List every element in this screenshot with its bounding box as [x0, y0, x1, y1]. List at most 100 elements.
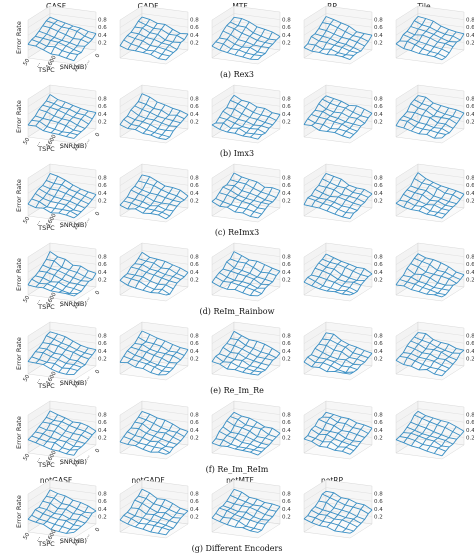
z-tick-label: 0.6	[282, 499, 291, 505]
grid-line	[211, 194, 281, 209]
z-tick-label: 0.6	[374, 499, 383, 505]
grid-line	[395, 186, 465, 201]
surface-line	[325, 411, 373, 429]
surface-line	[31, 435, 78, 451]
surface-line	[314, 267, 362, 286]
surface-line	[222, 30, 270, 49]
surface-line	[123, 39, 170, 57]
surface-line	[406, 189, 454, 208]
surface-line	[318, 184, 365, 203]
z-axis-label: Error Rate	[15, 21, 23, 54]
surface-line	[222, 186, 270, 205]
back-pane-right	[233, 479, 281, 525]
surface-panel: 0.20.4 0.60.8	[395, 163, 474, 223]
grid-line	[395, 99, 465, 115]
z-tick-label: 0.6	[98, 104, 107, 110]
z-tick-label: 0.2	[190, 277, 199, 283]
surface-line	[406, 345, 454, 365]
x-tick-label: ...	[34, 456, 42, 464]
surface-line	[414, 414, 461, 436]
floor-pane	[211, 43, 281, 65]
surface-line	[233, 330, 281, 354]
surface-line	[211, 361, 259, 376]
floor-pane	[395, 122, 465, 144]
z-tick-label: 0.4	[190, 33, 199, 39]
surface-line	[127, 273, 174, 290]
floor-pane	[395, 43, 465, 65]
surface-line	[325, 172, 373, 195]
grid-line	[211, 178, 281, 194]
z-tick-label: 0.8	[282, 334, 291, 340]
surface-line	[27, 439, 75, 456]
surface-line	[233, 94, 281, 115]
surface-line	[226, 420, 273, 442]
x-tick-label: ...	[57, 459, 65, 467]
surface-line	[395, 360, 443, 377]
grid-line	[211, 415, 281, 431]
y-tick-label: ...	[84, 295, 92, 303]
surface-line	[31, 356, 78, 371]
z-tick-label: 0.8	[374, 413, 383, 419]
surface-line	[119, 280, 167, 296]
z-tick-label: 0.4	[282, 349, 291, 355]
surface-line	[222, 426, 270, 446]
surface-line	[138, 20, 185, 41]
surface-line	[46, 20, 93, 40]
z-tick-label: 0.2	[98, 40, 107, 46]
surface-line	[406, 268, 453, 286]
panel-title: RP	[327, 2, 337, 11]
surface-line	[215, 122, 262, 136]
z-tick-label: 0.2	[374, 198, 383, 204]
grid-line	[27, 92, 97, 107]
y-tick-label: 21	[73, 143, 82, 152]
y-tick-label: 21	[73, 380, 82, 389]
surface-line	[123, 515, 170, 531]
x-axis-label: TSPC	[37, 66, 55, 74]
z-axis-label: Error Rate	[15, 495, 23, 528]
grid-line	[395, 194, 465, 209]
x-tick-label: 50	[23, 532, 32, 541]
surface-line	[134, 342, 181, 361]
surface-panel: 0.20.4 0.60.8	[119, 163, 199, 223]
grid-line	[27, 171, 97, 186]
surface-panel: Tile 0.20.4 0.60.8	[395, 2, 474, 65]
z-tick-label: 0.4	[374, 349, 383, 355]
z-tick-label: 0.8	[190, 97, 199, 103]
surface-line	[222, 505, 270, 521]
surface-line	[141, 174, 189, 197]
surface-line	[307, 118, 354, 135]
row-caption: (f) Re_Im_ReIm	[206, 465, 269, 474]
surface-line	[27, 361, 75, 376]
surface-line	[226, 184, 273, 203]
surface-line	[215, 198, 262, 215]
surface-line	[230, 258, 277, 277]
grid-line	[211, 423, 281, 438]
surface-line	[222, 110, 270, 129]
x-tick-label: ...	[34, 535, 42, 543]
grid-line	[211, 502, 281, 517]
grid-line	[211, 20, 281, 36]
z-tick-label: 0.6	[98, 341, 107, 347]
surface-line	[414, 257, 461, 280]
surface-line	[314, 109, 362, 127]
grid-line	[27, 250, 97, 265]
surface-line	[215, 513, 262, 531]
grid-line	[211, 336, 281, 352]
surface-panel: 0.20.4 0.60.8	[303, 84, 383, 144]
surface-line	[233, 251, 281, 272]
surface-line	[130, 31, 178, 50]
grid-line	[119, 329, 189, 344]
y-tick-label: 0	[95, 211, 102, 217]
grid-line	[119, 336, 189, 352]
surface-panel: 0.20.4 0.60.8	[395, 242, 474, 302]
surface-line	[318, 343, 365, 363]
surface-line	[414, 20, 461, 41]
y-tick-label: 21	[73, 538, 82, 547]
surface-line	[31, 39, 78, 55]
panel-title: notGADF	[131, 476, 164, 485]
surface-line	[123, 200, 170, 217]
y-axis-label: SNR(dB)	[60, 142, 87, 150]
z-tick-label: 0.6	[190, 499, 199, 505]
z-tick-label: 0.2	[190, 40, 199, 46]
back-pane-right	[325, 479, 373, 525]
